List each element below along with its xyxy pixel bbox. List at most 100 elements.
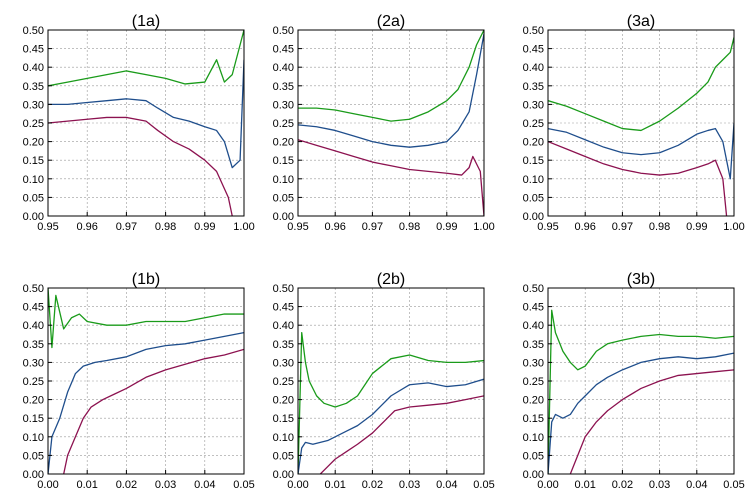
chart-panel-5: 0.00 0.01 0.02 0.03 0.04 0.05 0.00 0.05 0.10 0.15… <box>523 271 745 491</box>
y-tick-label: 0.35 <box>273 339 294 351</box>
x-tick-label: 0.01 <box>324 479 345 491</box>
series-line-2 <box>548 140 728 216</box>
y-tick-label: 0.25 <box>523 376 544 388</box>
y-tick-label: 0.00 <box>273 469 294 481</box>
series-line-1 <box>298 33 484 148</box>
y-tick-label: 0.50 <box>523 25 544 37</box>
series-line-2 <box>569 369 734 474</box>
x-tick-label: 0.05 <box>723 479 744 491</box>
x-tick-label: 0.99 <box>436 221 457 233</box>
chart-panel-1: 0.95 0.96 0.97 0.98 0.99 1.00 0.00 0.05 0.10 0.15… <box>273 13 495 233</box>
x-tick-label: 0.02 <box>612 479 633 491</box>
y-tick-label: 0.05 <box>273 192 294 204</box>
x-tick-label: 0.00 <box>537 479 558 491</box>
y-tick-label: 0.50 <box>23 25 44 37</box>
y-tick-label: 0.40 <box>273 320 294 332</box>
series-line-1 <box>48 59 244 169</box>
x-tick-label: 0.95 <box>287 221 308 233</box>
y-tick-label: 0.05 <box>273 450 294 462</box>
y-tick-label: 0.00 <box>523 469 544 481</box>
chart-panel-3: 0.00 0.01 0.02 0.03 0.04 0.05 0.00 0.05 0.10 0.15… <box>23 271 255 491</box>
y-tick-label: 0.15 <box>523 413 544 425</box>
x-tick-label: 0.99 <box>194 221 215 233</box>
series-line-0 <box>548 37 734 132</box>
x-tick-label: 0.97 <box>612 221 633 233</box>
y-tick-label: 0.45 <box>523 44 544 56</box>
y-tick-label: 0.45 <box>523 302 544 314</box>
y-tick-label: 0.35 <box>523 339 544 351</box>
x-tick-label: 0.98 <box>155 221 176 233</box>
y-tick-label: 0.40 <box>23 62 44 74</box>
y-tick-label: 0.45 <box>273 44 294 56</box>
y-tick-label: 0.00 <box>23 469 44 481</box>
series-line-2 <box>48 116 233 216</box>
y-tick-label: 0.35 <box>23 339 44 351</box>
x-tick-label: 0.04 <box>686 479 707 491</box>
x-tick-label: 0.95 <box>37 221 58 233</box>
y-tick-label: 0.30 <box>273 357 294 369</box>
series-line-2 <box>298 139 484 216</box>
x-tick-label: 0.03 <box>155 479 176 491</box>
y-tick-label: 0.50 <box>273 25 294 37</box>
x-tick-label: 0.03 <box>649 479 670 491</box>
series-line-1 <box>48 332 244 474</box>
y-tick-label: 0.25 <box>523 118 544 130</box>
y-tick-label: 0.10 <box>23 432 44 444</box>
y-tick-label: 0.05 <box>23 450 44 462</box>
y-tick-label: 0.10 <box>23 174 44 186</box>
x-tick-label: 0.00 <box>37 479 58 491</box>
y-tick-label: 0.30 <box>23 99 44 111</box>
chart-panel-2: 0.95 0.96 0.97 0.98 0.99 1.00 0.00 0.05 0.10 0.15… <box>523 13 745 233</box>
x-tick-label: 0.99 <box>686 221 707 233</box>
series-line-0 <box>298 331 484 474</box>
x-tick-label: 0.98 <box>399 221 420 233</box>
y-tick-label: 0.05 <box>23 192 44 204</box>
y-tick-label: 0.40 <box>23 320 44 332</box>
x-tick-label: 0.03 <box>399 479 420 491</box>
x-tick-label: 0.98 <box>649 221 670 233</box>
series-line-0 <box>298 30 484 122</box>
y-tick-label: 0.50 <box>523 283 544 295</box>
y-tick-label: 0.10 <box>273 432 294 444</box>
chart-panel-4: 0.00 0.01 0.02 0.03 0.04 0.05 0.00 0.05 0.10 0.15… <box>273 271 495 491</box>
x-tick-label: 0.97 <box>116 221 137 233</box>
series-line-0 <box>548 309 734 474</box>
chart-panel-0: 0.95 0.96 0.97 0.98 0.99 1.00 0.00 0.05 0.10 0.15… <box>23 13 255 233</box>
y-tick-label: 0.15 <box>23 155 44 167</box>
x-tick-label: 0.01 <box>574 479 595 491</box>
y-tick-label: 0.25 <box>23 376 44 388</box>
y-tick-label: 0.30 <box>273 99 294 111</box>
x-tick-label: 0.02 <box>362 479 383 491</box>
x-tick-label: 0.96 <box>324 221 345 233</box>
series-line-0 <box>48 288 244 349</box>
y-tick-label: 0.40 <box>523 320 544 332</box>
x-tick-label: 1.00 <box>723 221 744 233</box>
y-tick-label: 0.20 <box>23 137 44 149</box>
chart-title: (3b) <box>627 271 655 288</box>
series-line-2 <box>63 348 244 474</box>
y-tick-label: 0.35 <box>23 81 44 93</box>
x-tick-label: 1.00 <box>233 221 254 233</box>
x-tick-label: 1.00 <box>473 221 494 233</box>
y-tick-label: 0.45 <box>23 302 44 314</box>
series-line-0 <box>48 30 244 87</box>
y-tick-label: 0.20 <box>523 395 544 407</box>
y-tick-label: 0.05 <box>523 192 544 204</box>
y-tick-label: 0.45 <box>23 44 44 56</box>
y-tick-label: 0.15 <box>273 155 294 167</box>
y-tick-label: 0.25 <box>23 118 44 130</box>
series-line-2 <box>319 395 484 474</box>
chart-title: (3a) <box>627 13 655 30</box>
y-tick-label: 0.10 <box>523 432 544 444</box>
x-tick-label: 0.96 <box>574 221 595 233</box>
x-tick-label: 0.95 <box>537 221 558 233</box>
y-tick-label: 0.50 <box>273 283 294 295</box>
y-tick-label: 0.15 <box>273 413 294 425</box>
y-tick-label: 0.15 <box>23 413 44 425</box>
y-tick-label: 0.40 <box>273 62 294 74</box>
y-tick-label: 0.20 <box>273 395 294 407</box>
y-tick-label: 0.20 <box>523 137 544 149</box>
x-tick-label: 0.96 <box>76 221 97 233</box>
y-tick-label: 0.00 <box>523 211 544 223</box>
